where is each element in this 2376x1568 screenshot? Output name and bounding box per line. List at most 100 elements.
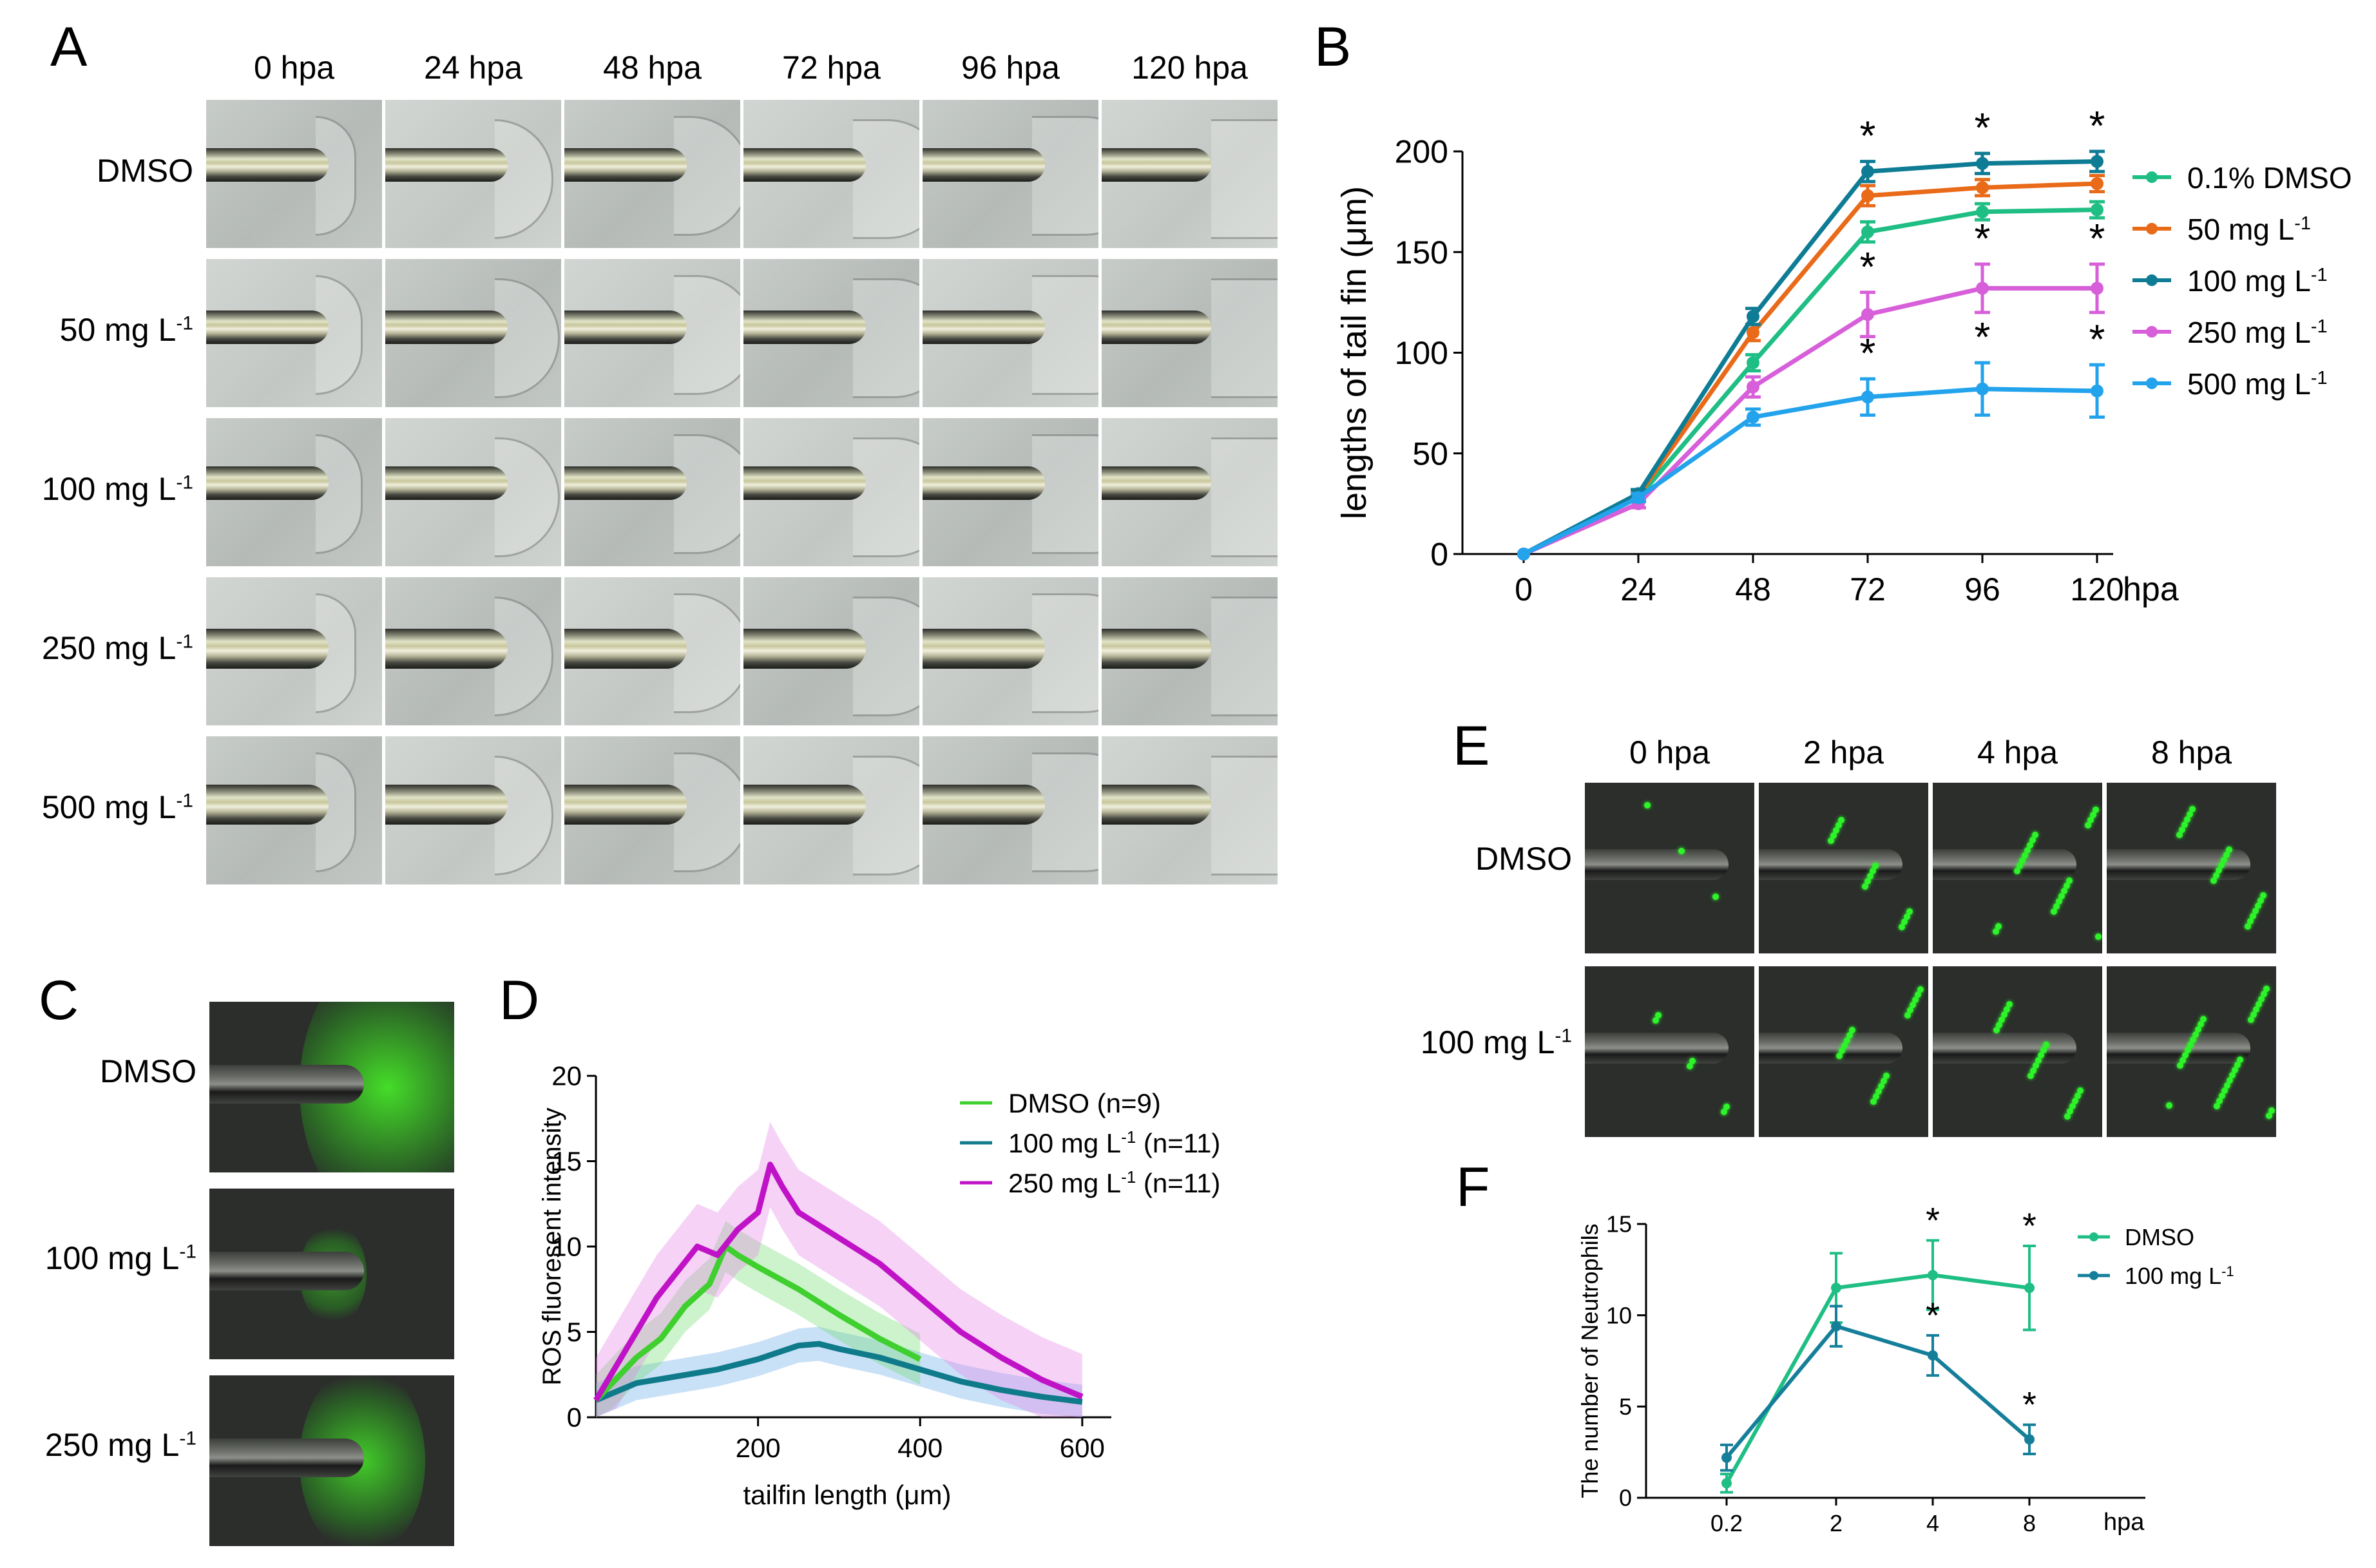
panel-a-micrograph xyxy=(923,736,1098,884)
neutrophil-dot xyxy=(2216,867,2223,874)
neutrophil-dot xyxy=(2237,1056,2244,1063)
chart-b-significance-star: * xyxy=(2089,316,2105,362)
chart-f-y-tick-label: 15 xyxy=(1606,1211,1632,1238)
tail-body xyxy=(743,785,866,825)
panel-e-row-label: DMSO xyxy=(1475,840,1572,877)
chart-b-x-tick-label: 24 xyxy=(1620,571,1656,607)
neutrophil-dot xyxy=(2058,893,2065,899)
neutrophil-dot xyxy=(2006,1001,2013,1008)
chart-b-legend-marker xyxy=(2146,378,2158,389)
tail-fin-outline xyxy=(1211,278,1278,398)
neutrophil-dot xyxy=(2226,846,2233,853)
chart-b-data-point xyxy=(2091,282,2103,295)
panel-e-fluorescence-image xyxy=(1933,783,2102,953)
panel-a-micrograph xyxy=(743,736,919,884)
chart-b-x-tick-label: 0 xyxy=(1515,571,1533,607)
tail-body xyxy=(564,311,687,344)
neutrophil-dot xyxy=(2200,1016,2207,1022)
chart-b-data-point xyxy=(1861,308,1874,321)
chart-f-series-line xyxy=(1725,1324,2031,1459)
tail-body xyxy=(923,311,1045,344)
chart-b-significance-star: * xyxy=(1975,215,1991,262)
chart-f-significance-star: * xyxy=(2022,1384,2036,1425)
neutrophil-dot xyxy=(2258,996,2265,1002)
neutrophil-dot xyxy=(2017,863,2024,869)
neutrophil-dot xyxy=(2019,857,2026,864)
tail-fin-outline xyxy=(853,119,919,239)
neutrophil-dot xyxy=(1910,1002,1917,1008)
chart-f-x-tick-label: 4 xyxy=(1926,1510,1939,1536)
neutrophil-dot xyxy=(2176,832,2183,838)
neutrophil-dot xyxy=(1867,873,1874,879)
neutrophil-dot xyxy=(2198,1021,2205,1028)
panel-a-micrograph xyxy=(385,577,561,725)
panel-a-col-label: 24 hpa xyxy=(424,50,522,86)
neutrophil-dot xyxy=(2229,1072,2236,1078)
neutrophil-dot xyxy=(1883,1073,1890,1079)
chart-f-legend-marker xyxy=(2089,1271,2098,1280)
neutrophil-dot xyxy=(2022,852,2029,859)
chart-b-data-point xyxy=(1747,380,1759,394)
neutrophil-dot xyxy=(1653,1017,1660,1024)
chart-b-data-point xyxy=(1747,310,1759,323)
neutrophil-dot xyxy=(2001,1011,2008,1018)
panel-e-col-label: 4 hpa xyxy=(1977,734,2058,770)
neutrophil-dot xyxy=(1993,928,2000,935)
neutrophil-dot xyxy=(2221,857,2228,863)
chart-f-legend-label: 100 mg L-1 xyxy=(2125,1263,2234,1289)
chart-b-significance-star: * xyxy=(2089,102,2105,149)
panel-a-micrograph xyxy=(743,577,919,725)
chart-b-significance-star: * xyxy=(1860,330,1876,376)
neutrophil-dot xyxy=(1838,817,1845,823)
chart-d-y-tick-label: 15 xyxy=(551,1146,582,1176)
neutrophil-dot xyxy=(1872,863,1879,869)
panel-a-row-label: DMSO xyxy=(97,153,193,189)
panel-label-e: E xyxy=(1453,715,1490,777)
neutrophil-dot xyxy=(2095,933,2102,940)
chart-b-significance-star: * xyxy=(2089,215,2105,262)
neutrophil-dot xyxy=(2260,892,2267,899)
neutrophil-dot xyxy=(2077,1087,2084,1094)
chart-d-y-tick-label: 5 xyxy=(567,1317,582,1347)
chart-d-x-tick-label: 200 xyxy=(736,1433,781,1463)
chart-d-y-axis-label: ROS fluoresent intensity xyxy=(538,1107,566,1385)
neutrophil-dot xyxy=(2227,1077,2234,1084)
chart-b-data-point xyxy=(1747,326,1759,339)
neutrophil-dot xyxy=(1862,883,1869,890)
neutrophil-dot xyxy=(1875,1088,1883,1095)
tail-body xyxy=(743,466,866,500)
neutrophil-dot xyxy=(1873,1093,1880,1100)
tail-body xyxy=(209,1438,364,1477)
chart-b-y-tick-label: 0 xyxy=(1430,537,1448,573)
panel-e-row-label: 100 mg L-1 xyxy=(1420,1024,1572,1060)
neutrophil-dot xyxy=(2213,872,2220,879)
tail-fin-outline xyxy=(495,278,560,398)
neutrophil-dot xyxy=(2085,822,2092,828)
panel-a-col-label: 0 hpa xyxy=(253,50,335,86)
neutrophil-dot xyxy=(2182,1052,2189,1058)
chart-b-legend-label: 100 mg L-1 xyxy=(2187,264,2328,298)
chart-d-y-tick-label: 0 xyxy=(567,1402,582,1433)
chart-f-neutrophils: 0 5 10 15 0.2 2 4 8 hpa The number of Neutrophils… xyxy=(1576,1200,2234,1537)
neutrophil-dot xyxy=(2250,913,2257,919)
panel-label-f: F xyxy=(1456,1156,1490,1218)
panel-a-col-label: 120 hpa xyxy=(1131,50,1248,86)
tail-body xyxy=(564,785,687,825)
panel-a-micrograph xyxy=(1102,577,1278,725)
chart-b-x-axis-label: hpa xyxy=(2123,571,2179,608)
neutrophil-dot xyxy=(2192,1031,2199,1038)
panel-label-d: D xyxy=(499,970,540,1031)
neutrophil-dot xyxy=(2224,1082,2231,1089)
panel-a-col-label: 96 hpa xyxy=(961,50,1060,86)
chart-f-data-point xyxy=(1721,1478,1732,1489)
chart-f-y-tick-label: 0 xyxy=(1619,1485,1632,1511)
chart-f-data-point xyxy=(1831,1321,1841,1332)
chart-b-data-point xyxy=(1976,157,1989,170)
tail-body xyxy=(1102,311,1211,344)
neutrophil-dot xyxy=(2166,1102,2173,1109)
chart-d-legend-label: DMSO (n=9) xyxy=(1008,1088,1161,1118)
chart-b-data-point xyxy=(1976,382,1989,396)
tail-body xyxy=(1933,1032,2076,1064)
neutrophil-dot xyxy=(2061,888,2068,894)
neutrophil-dot xyxy=(1723,1104,1730,1110)
